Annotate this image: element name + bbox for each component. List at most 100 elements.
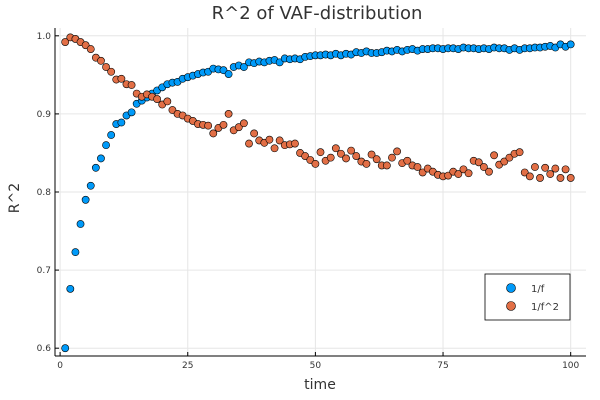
data-point <box>224 70 233 78</box>
data-point <box>464 169 473 178</box>
data-point <box>306 156 315 164</box>
data-point <box>163 97 172 106</box>
data-point <box>275 58 284 67</box>
data-point <box>561 165 570 174</box>
data-point <box>224 110 233 118</box>
series-1-f <box>61 40 575 353</box>
data-point <box>81 195 90 204</box>
data-point <box>240 63 248 71</box>
legend-marker <box>506 283 516 293</box>
data-point <box>265 135 274 144</box>
data-point <box>372 155 381 164</box>
data-point <box>551 164 560 173</box>
data-point <box>505 153 514 162</box>
data-point <box>515 148 524 157</box>
data-point <box>454 170 463 178</box>
data-point <box>107 67 116 76</box>
data-point <box>66 284 75 293</box>
data-point <box>91 163 100 172</box>
legend: 1/f 1/f^2 <box>484 273 571 321</box>
data-point <box>326 153 335 162</box>
data-point <box>71 248 80 257</box>
data-point <box>168 106 177 114</box>
data-point <box>97 154 105 163</box>
data-point <box>490 151 498 160</box>
data-point <box>556 174 565 182</box>
data-point <box>117 74 126 83</box>
grid <box>55 28 586 356</box>
data-point <box>500 157 509 166</box>
data-point <box>204 121 213 130</box>
data-point <box>219 66 228 75</box>
data-point <box>403 156 412 165</box>
series-1-f-2 <box>61 33 575 182</box>
y-tick-label: 0.7 <box>37 266 51 276</box>
data-point <box>393 147 401 156</box>
data-point <box>81 41 90 50</box>
data-point <box>301 152 310 160</box>
data-point <box>102 141 110 150</box>
data-point <box>311 159 320 168</box>
data-point <box>342 154 350 163</box>
data-point <box>541 163 550 172</box>
data-point <box>382 161 391 170</box>
data-point <box>337 149 345 158</box>
x-tick-label: 25 <box>182 361 193 371</box>
y-tick-label: 1.0 <box>37 32 52 42</box>
chart-title: R^2 of VAF-distribution <box>212 3 423 24</box>
data-point <box>153 95 162 103</box>
data-point <box>102 63 110 71</box>
data-point <box>250 129 259 138</box>
data-point <box>485 167 493 176</box>
data-point <box>444 171 453 180</box>
data-point <box>245 139 253 148</box>
y-tick-label: 0.8 <box>37 188 52 198</box>
data-point <box>127 108 136 117</box>
data-point <box>275 136 284 145</box>
data-point <box>86 181 95 190</box>
data-point <box>209 129 218 138</box>
data-point <box>117 118 126 127</box>
data-point <box>270 144 279 153</box>
data-point <box>531 163 539 171</box>
data-point <box>234 123 243 132</box>
legend-label: 1/f <box>531 284 545 295</box>
data-point <box>76 220 85 228</box>
data-point <box>546 170 555 178</box>
data-point <box>331 144 340 153</box>
data-point <box>97 56 105 65</box>
data-point <box>459 165 468 174</box>
data-point <box>61 344 70 353</box>
y-tick-label: 0.6 <box>37 344 52 354</box>
data-point <box>347 146 356 155</box>
data-point <box>520 168 529 177</box>
y-tick-label: 0.9 <box>37 110 52 120</box>
x-tick-label: 50 <box>310 361 322 371</box>
data-point <box>86 45 95 53</box>
data-point <box>367 150 376 159</box>
data-point <box>61 38 70 46</box>
data-point <box>388 153 396 162</box>
data-point <box>107 131 116 139</box>
x-tick-label: 0 <box>57 361 63 371</box>
data-points <box>61 33 575 353</box>
legend-marker <box>506 301 516 311</box>
data-point <box>240 119 248 128</box>
data-point <box>418 168 427 177</box>
data-point <box>525 172 534 181</box>
data-point <box>413 163 422 171</box>
data-point <box>291 139 299 148</box>
data-point <box>566 174 575 182</box>
data-point <box>352 152 361 160</box>
x-tick-label: 75 <box>437 361 448 371</box>
legend-label: 1/f^2 <box>531 302 559 313</box>
data-point <box>536 174 544 182</box>
ticks: 0 25 50 75 100 0.6 0.7 0.8 0.9 1.0 <box>37 32 580 371</box>
x-tick-label: 100 <box>562 361 579 371</box>
data-point <box>127 81 136 89</box>
data-point <box>219 120 228 129</box>
data-point <box>362 159 371 168</box>
x-axis-label: time <box>304 377 336 393</box>
